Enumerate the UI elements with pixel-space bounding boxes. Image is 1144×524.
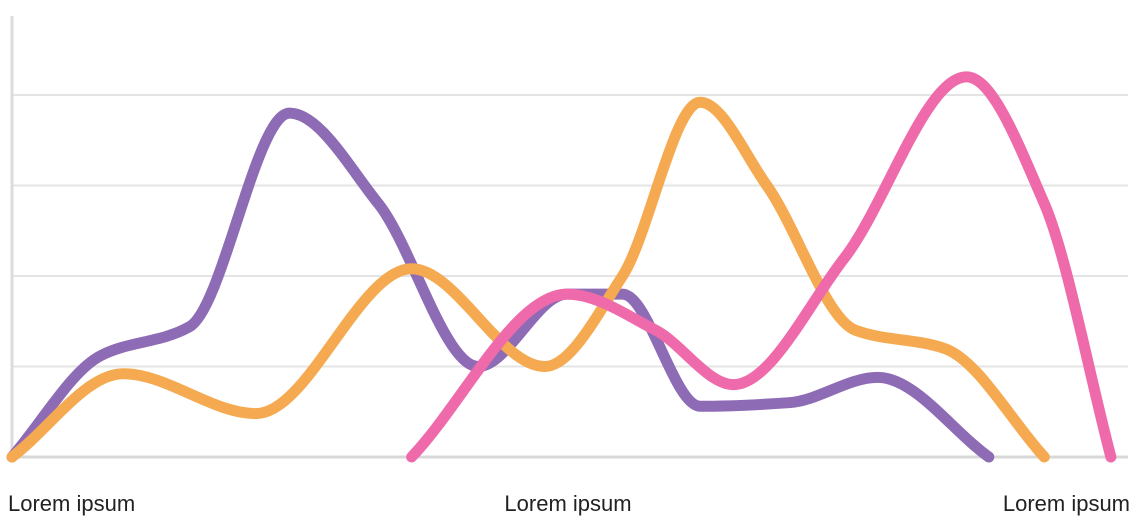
series-line-orange: [6, 96, 1050, 463]
x-tick-label-1: Lorem ipsum: [8, 491, 135, 516]
series-line-purple: [6, 107, 995, 463]
series-lines: [6, 71, 1117, 463]
x-tick-label-3: Lorem ipsum: [1003, 491, 1130, 516]
x-tick-label-2: Lorem ipsum: [504, 491, 631, 516]
series-line-pink: [406, 71, 1117, 463]
grid-lines: [12, 94, 1128, 459]
